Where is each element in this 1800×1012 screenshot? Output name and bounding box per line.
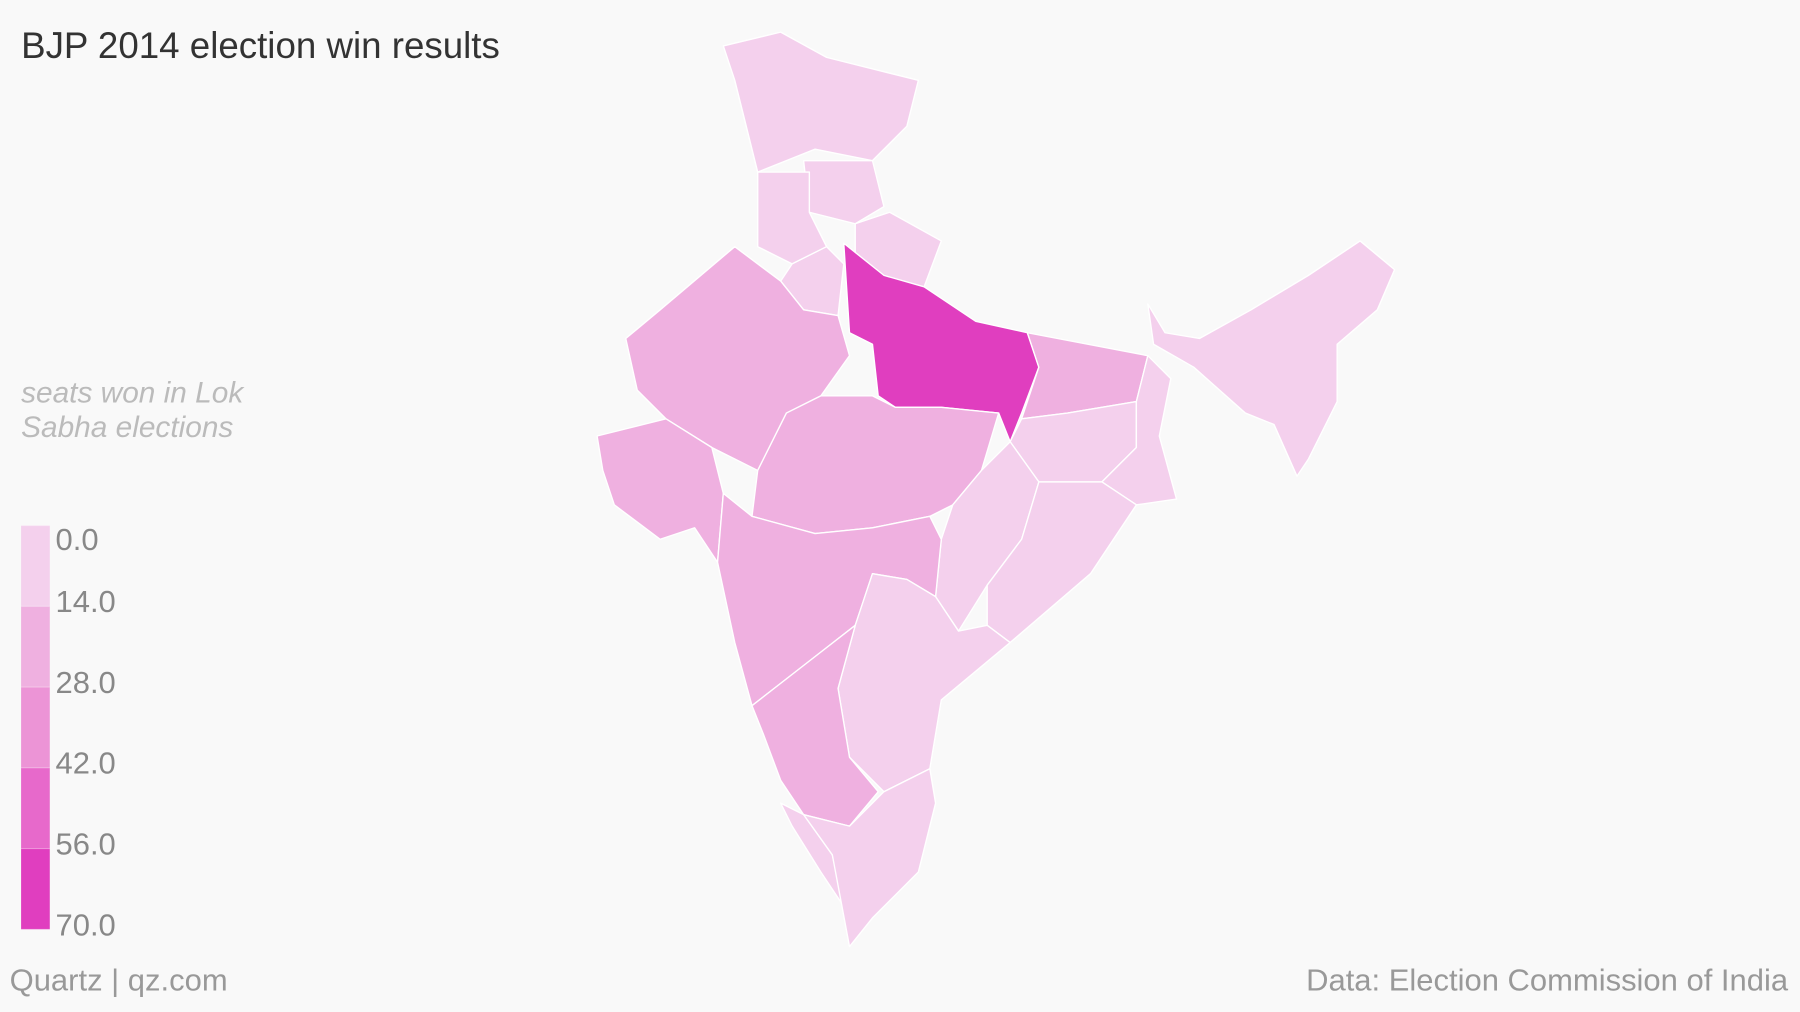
legend-tick-label: 14.0 [56, 584, 116, 619]
legend-tick-label: 56.0 [56, 827, 116, 862]
region [802, 768, 937, 948]
legend-swatch [21, 606, 50, 688]
legend-tick-label: 70.0 [56, 907, 116, 942]
region [802, 159, 885, 225]
legend-tick-label: 0.0 [56, 522, 99, 557]
legend-tick-label: 28.0 [56, 665, 116, 700]
chart-title: BJP 2014 election win results [21, 25, 500, 66]
legend-tick-label: 42.0 [56, 746, 116, 781]
legend-swatch [21, 767, 50, 849]
credit: Quartz | qz.com [10, 962, 228, 997]
source: Data: Election Commission of India [1306, 962, 1789, 997]
region [1147, 240, 1396, 477]
legend-swatch [21, 687, 50, 768]
legend-title: seats won in Lok Sabha elections [21, 377, 245, 444]
region [596, 418, 724, 563]
legend-swatch [21, 848, 50, 930]
legend-swatch [21, 525, 50, 607]
region [751, 624, 879, 827]
